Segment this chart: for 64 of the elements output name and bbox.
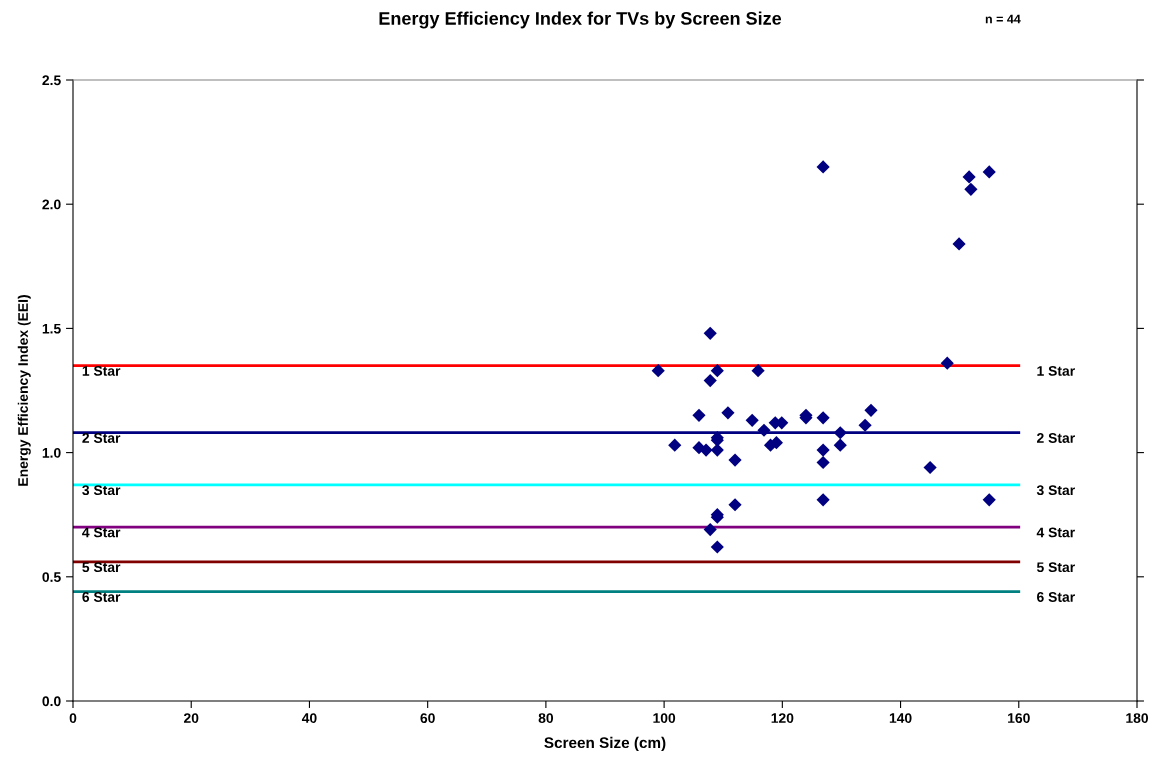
point [816, 493, 830, 507]
x-tick-label: 0 [69, 713, 77, 724]
series-label: 2 Star [82, 433, 121, 443]
x-tick-label: 160 [1008, 713, 1030, 724]
x-tick-label: 80 [538, 713, 554, 724]
point [864, 403, 878, 417]
point [923, 460, 937, 475]
text: 3 Star [1036, 485, 1075, 496]
x-tick-label: 60 [420, 713, 435, 724]
point [833, 438, 847, 452]
point [710, 540, 724, 554]
point [816, 443, 830, 457]
point [816, 160, 830, 174]
series-label: 3 Star [82, 485, 121, 496]
point [982, 493, 996, 507]
point [710, 443, 724, 457]
point [962, 170, 976, 184]
chart-subtitle: n = 44 [985, 14, 1021, 24]
point [699, 443, 713, 457]
y-tick-label: 2.0 [42, 199, 61, 210]
text: 6 Star [1037, 592, 1075, 602]
point [751, 364, 765, 378]
series-label: 6 Star [82, 592, 121, 602]
point [858, 418, 872, 432]
series-label: 1 Star [82, 366, 121, 376]
x-tick-label: 140 [889, 713, 912, 724]
point [728, 498, 742, 512]
text: 1 Star [1037, 366, 1075, 376]
point [982, 165, 996, 179]
point [703, 523, 717, 537]
point [703, 373, 717, 388]
text: 2 Star [1036, 433, 1075, 443]
y-tick-label: 0.0 [42, 696, 61, 707]
y-tick-label: 1.0 [42, 447, 61, 458]
x-tick-label: 40 [301, 713, 317, 724]
point [816, 455, 830, 470]
y-tick-label: 1.5 [42, 323, 61, 334]
y-tick-label: 0.5 [42, 572, 61, 582]
point [728, 453, 742, 467]
point [940, 356, 954, 370]
point [703, 326, 717, 340]
text: 5 Star [1036, 562, 1075, 573]
series-label: 5 Star [82, 562, 121, 573]
y-tick-label: 2.5 [42, 75, 61, 86]
x-tick-label: 180 [1126, 713, 1149, 724]
x-tick-label: 20 [183, 713, 199, 724]
point [816, 411, 830, 425]
x-tick-label: 120 [771, 713, 794, 724]
x-tick-label: 100 [653, 713, 676, 724]
y-axis-title: Energy Efficiency Index (EEI) [17, 295, 31, 486]
point [668, 438, 682, 452]
point [710, 364, 724, 378]
x-axis-title: Screen Size (cm) [544, 736, 666, 752]
point [833, 426, 847, 440]
series-label: 4 Star [82, 527, 121, 538]
point [692, 408, 706, 422]
point [745, 413, 759, 427]
point [757, 423, 771, 437]
point [952, 237, 966, 251]
point [964, 182, 978, 196]
point [651, 364, 665, 378]
text: 4 Star [1036, 527, 1075, 538]
chart-title: Energy Efficiency Index for TVs by Screen Size [379, 11, 782, 29]
point [721, 406, 735, 420]
